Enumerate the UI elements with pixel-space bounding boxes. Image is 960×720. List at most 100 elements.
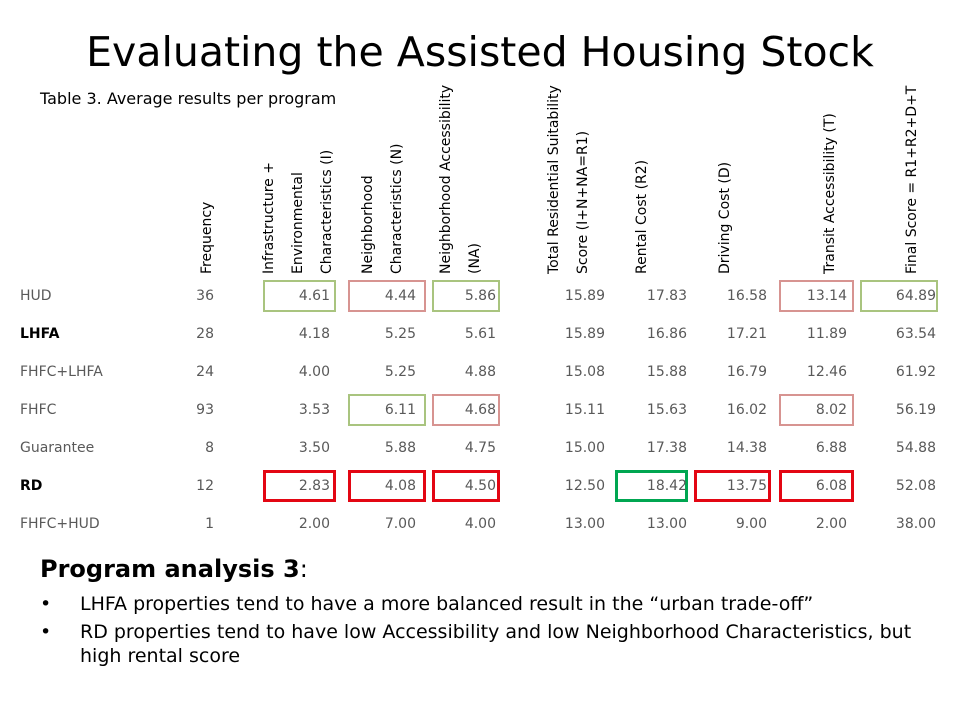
table-cell: 5.86: [464, 288, 496, 304]
table-cell: 52.08: [895, 478, 936, 494]
analysis-heading: Program analysis 3:: [40, 555, 308, 583]
bullet-item: • RD properties tend to have low Accessib…: [40, 620, 940, 668]
table-cell: 13.75: [726, 478, 767, 494]
highlight-box: [263, 470, 336, 502]
highlight-box: [263, 280, 336, 312]
table-cell: 93: [196, 402, 214, 418]
table-cell: 4.18: [298, 326, 330, 342]
row-label: RD: [20, 478, 43, 494]
bullet-dot-icon: •: [40, 621, 52, 643]
highlight-box: [694, 470, 771, 502]
table-cell: 13.00: [646, 516, 687, 532]
analysis-heading-suffix: :: [299, 555, 308, 583]
table-cell: 12.50: [564, 478, 605, 494]
table-caption: Table 3. Average results per program: [40, 89, 337, 108]
column-header-final-score: Final Score = R1+R2+D+T: [904, 85, 920, 274]
table-cell: 13.00: [564, 516, 605, 532]
row-label: FHFC+HUD: [20, 516, 100, 532]
table-cell: 6.11: [384, 402, 416, 418]
table-cell: 5.61: [464, 326, 496, 342]
table-cell: 61.92: [895, 364, 936, 380]
table-cell: 16.58: [726, 288, 767, 304]
highlight-box: [860, 280, 938, 312]
table-cell: 14.38: [726, 440, 767, 456]
column-header-neighborhood-accessibility: Neighborhood Accessibility (NA): [438, 84, 483, 274]
table-cell: 2.83: [298, 478, 330, 494]
table-cell: 16.79: [726, 364, 767, 380]
table-cell: 3.50: [298, 440, 330, 456]
table-cell: 5.25: [384, 326, 416, 342]
bullet-text: RD properties tend to have low Accessibi…: [80, 621, 912, 667]
table-cell: 1: [205, 516, 214, 532]
row-label: HUD: [20, 288, 52, 304]
table-cell: 24: [196, 364, 214, 380]
table-cell: 18.42: [646, 478, 687, 494]
column-header-infrastructure: Infrastructure + Environmental Character…: [261, 149, 335, 274]
highlight-box: [432, 280, 500, 312]
column-header-total-residential-suitability: Total Residential Suitability Score (I+N…: [546, 85, 591, 274]
column-header-transit-accessibility: Transit Accessibility (T): [822, 113, 838, 274]
table-cell: 38.00: [895, 516, 936, 532]
table-cell: 15.89: [564, 288, 605, 304]
table-cell: 56.19: [895, 402, 936, 418]
table-cell: 4.44: [384, 288, 416, 304]
table-cell: 64.89: [895, 288, 936, 304]
table-cell: 15.89: [564, 326, 605, 342]
table-cell: 8: [205, 440, 214, 456]
highlight-box: [432, 394, 500, 426]
slide-title: Evaluating the Assisted Housing Stock: [86, 28, 874, 76]
table-cell: 9.00: [735, 516, 767, 532]
table-cell: 17.38: [646, 440, 687, 456]
bullet-item: • LHFA properties tend to have a more bal…: [40, 592, 940, 616]
analysis-heading-bold: Program analysis 3: [40, 555, 300, 583]
column-header-frequency: Frequency: [199, 201, 215, 274]
column-header-rental-cost: Rental Cost (R2): [634, 159, 650, 274]
table-cell: 6.88: [815, 440, 847, 456]
table-cell: 15.63: [646, 402, 687, 418]
bullet-text: LHFA properties tend to have a more bala…: [80, 593, 814, 615]
table-cell: 7.00: [384, 516, 416, 532]
table-cell: 12: [196, 478, 214, 494]
table-cell: 36: [196, 288, 214, 304]
table-cell: 16.02: [726, 402, 767, 418]
highlight-box: [779, 280, 854, 312]
column-header-driving-cost: Driving Cost (D): [717, 161, 733, 274]
row-label: Guarantee: [20, 440, 95, 456]
table-cell: 4.68: [464, 402, 496, 418]
table-cell: 8.02: [815, 402, 847, 418]
analysis-bullet-list: • LHFA properties tend to have a more bal…: [40, 592, 940, 672]
table-cell: 4.75: [464, 440, 496, 456]
table-cell: 6.08: [815, 478, 847, 494]
row-label: FHFC: [20, 402, 57, 418]
table-cell: 2.00: [815, 516, 847, 532]
highlight-box: [432, 470, 500, 502]
highlight-box: [348, 394, 426, 426]
highlight-box: [779, 470, 854, 502]
highlight-box: [348, 280, 426, 312]
table-cell: 15.11: [564, 402, 605, 418]
table-cell: 16.86: [646, 326, 687, 342]
table-cell: 15.08: [564, 364, 605, 380]
table-cell: 15.00: [564, 440, 605, 456]
table-cell: 63.54: [895, 326, 936, 342]
highlight-box: [779, 394, 854, 426]
table-cell: 12.46: [806, 364, 847, 380]
table-cell: 4.00: [464, 516, 496, 532]
table-cell: 54.88: [895, 440, 936, 456]
table-cell: 4.00: [298, 364, 330, 380]
table-cell: 4.61: [298, 288, 330, 304]
table-cell: 15.88: [646, 364, 687, 380]
table-cell: 17.21: [726, 326, 767, 342]
table-cell: 11.89: [806, 326, 847, 342]
table-cell: 3.53: [298, 402, 330, 418]
highlight-box: [348, 470, 426, 502]
table-cell: 17.83: [646, 288, 687, 304]
table-cell: 5.25: [384, 364, 416, 380]
table-cell: 13.14: [806, 288, 847, 304]
highlight-box: [615, 470, 688, 502]
table-cell: 4.08: [384, 478, 416, 494]
table-cell: 2.00: [298, 516, 330, 532]
column-header-neighborhood-characteristics: Neighborhood Characteristics (N): [360, 143, 405, 274]
row-label: FHFC+LHFA: [20, 364, 103, 380]
row-label: LHFA: [20, 326, 60, 342]
